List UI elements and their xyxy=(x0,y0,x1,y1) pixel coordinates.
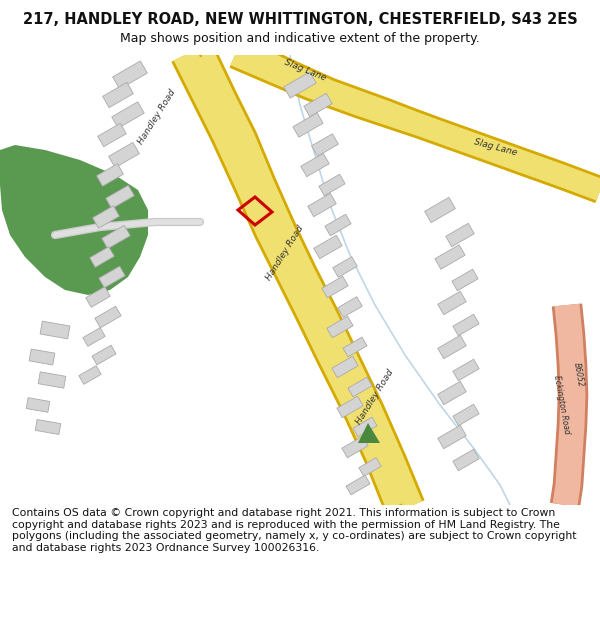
Polygon shape xyxy=(0,145,148,295)
Polygon shape xyxy=(98,123,126,147)
Polygon shape xyxy=(106,185,134,209)
Polygon shape xyxy=(346,475,370,495)
Text: Contains OS data © Crown copyright and database right 2021. This information is : Contains OS data © Crown copyright and d… xyxy=(12,508,577,553)
Polygon shape xyxy=(333,257,357,278)
Polygon shape xyxy=(314,235,342,259)
Text: Map shows position and indicative extent of the property.: Map shows position and indicative extent… xyxy=(120,32,480,45)
Polygon shape xyxy=(109,142,139,168)
Polygon shape xyxy=(38,372,66,388)
Text: Slag Lane: Slag Lane xyxy=(473,137,517,157)
Polygon shape xyxy=(425,198,455,222)
Polygon shape xyxy=(293,112,323,138)
Polygon shape xyxy=(359,458,381,476)
Polygon shape xyxy=(301,153,329,177)
Polygon shape xyxy=(113,61,148,89)
Polygon shape xyxy=(304,93,332,117)
Polygon shape xyxy=(308,193,336,217)
Text: Handley Road: Handley Road xyxy=(355,368,395,426)
Polygon shape xyxy=(311,134,338,156)
Polygon shape xyxy=(102,225,130,249)
Polygon shape xyxy=(438,425,466,449)
Text: Handley Road: Handley Road xyxy=(265,224,305,282)
Polygon shape xyxy=(453,359,479,381)
Polygon shape xyxy=(92,206,119,228)
Polygon shape xyxy=(29,349,55,365)
Polygon shape xyxy=(112,102,144,128)
Polygon shape xyxy=(83,328,105,346)
Polygon shape xyxy=(353,417,377,437)
Polygon shape xyxy=(438,335,466,359)
Polygon shape xyxy=(95,306,121,328)
Polygon shape xyxy=(342,436,368,457)
Polygon shape xyxy=(453,314,479,336)
Polygon shape xyxy=(343,337,367,357)
Polygon shape xyxy=(453,404,479,426)
Polygon shape xyxy=(103,82,133,107)
Polygon shape xyxy=(435,245,465,269)
Polygon shape xyxy=(322,276,348,298)
Polygon shape xyxy=(446,223,474,247)
Polygon shape xyxy=(327,316,353,338)
Polygon shape xyxy=(99,266,125,288)
Text: Slag Lane: Slag Lane xyxy=(283,58,327,82)
Polygon shape xyxy=(86,287,110,308)
Polygon shape xyxy=(453,449,479,471)
Polygon shape xyxy=(438,381,466,405)
Polygon shape xyxy=(337,396,363,418)
Polygon shape xyxy=(438,291,466,315)
Polygon shape xyxy=(325,214,351,236)
Text: B6052: B6052 xyxy=(571,362,584,388)
Polygon shape xyxy=(26,398,50,412)
Polygon shape xyxy=(358,423,380,443)
Polygon shape xyxy=(338,297,362,318)
Polygon shape xyxy=(79,366,101,384)
Polygon shape xyxy=(284,72,316,98)
Polygon shape xyxy=(40,321,70,339)
Polygon shape xyxy=(332,356,358,377)
Polygon shape xyxy=(452,269,478,291)
Polygon shape xyxy=(92,345,116,365)
Text: 217, HANDLEY ROAD, NEW WHITTINGTON, CHESTERFIELD, S43 2ES: 217, HANDLEY ROAD, NEW WHITTINGTON, CHES… xyxy=(23,12,577,28)
Polygon shape xyxy=(319,174,345,196)
Polygon shape xyxy=(90,247,114,268)
Polygon shape xyxy=(35,419,61,434)
Polygon shape xyxy=(97,164,124,186)
Text: Handley Road: Handley Road xyxy=(136,88,178,146)
Polygon shape xyxy=(348,377,372,397)
Text: Eckington Road: Eckington Road xyxy=(553,375,572,435)
